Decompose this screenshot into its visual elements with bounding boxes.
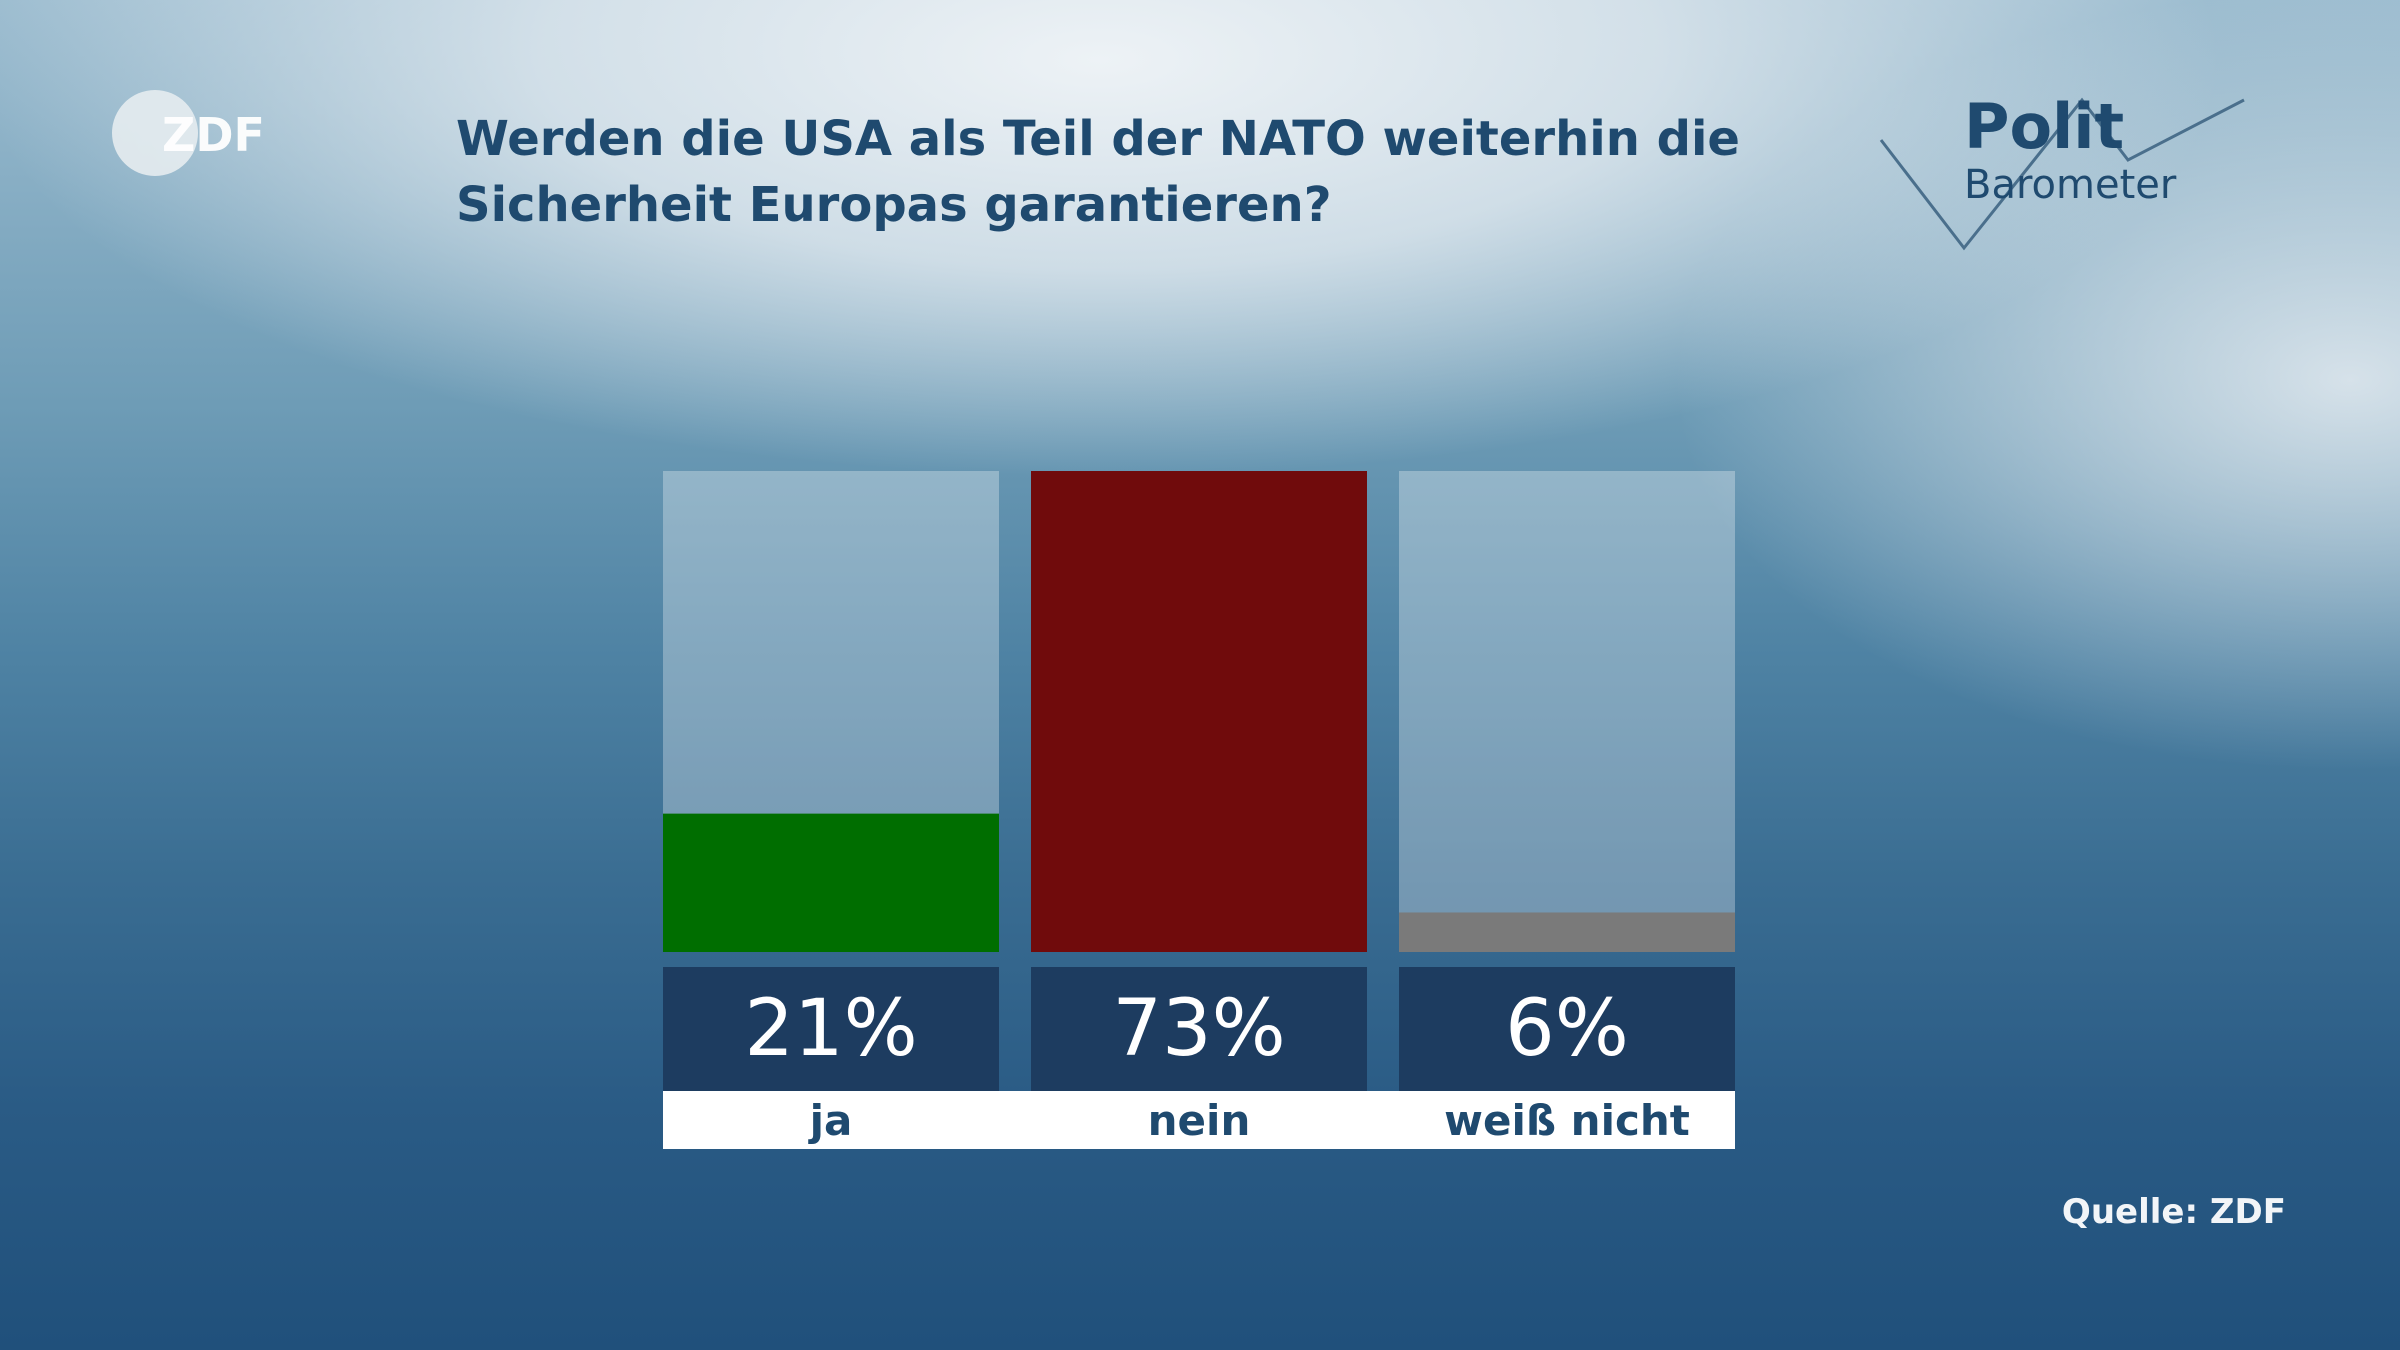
source-label: Quelle: ZDF [2061,1192,2286,1232]
zdf-logo-text: ZDF [162,108,265,162]
bar-ja [663,813,999,952]
politbarometer-logo: Polit Barometer [1879,96,2245,251]
barometer-text: Barometer [1964,162,2177,208]
bar-weiss-nicht [1399,912,1735,952]
category-label-nein: nein [1148,1096,1251,1145]
value-box-ja [663,967,999,1091]
category-label-strip [663,1091,1735,1149]
value-box-weiss-nicht [1399,967,1735,1091]
chart-title: Werden die USA als Teil der NATO weiterh… [456,111,1740,233]
value-label-weiss-nicht: 6% [1505,984,1629,1074]
value-label-nein: 73% [1112,984,1285,1074]
bar-track-weiss-nicht [1399,471,1735,952]
category-label-ja: ja [808,1096,853,1145]
bar-nein [1031,471,1367,952]
zdf-logo: ZDF [112,90,265,176]
polit-text: Polit [1964,96,2124,163]
value-label-ja: 21% [744,984,917,1074]
category-label-weiss-nicht: weiß nicht [1444,1096,1690,1145]
value-box-nein [1031,967,1367,1091]
